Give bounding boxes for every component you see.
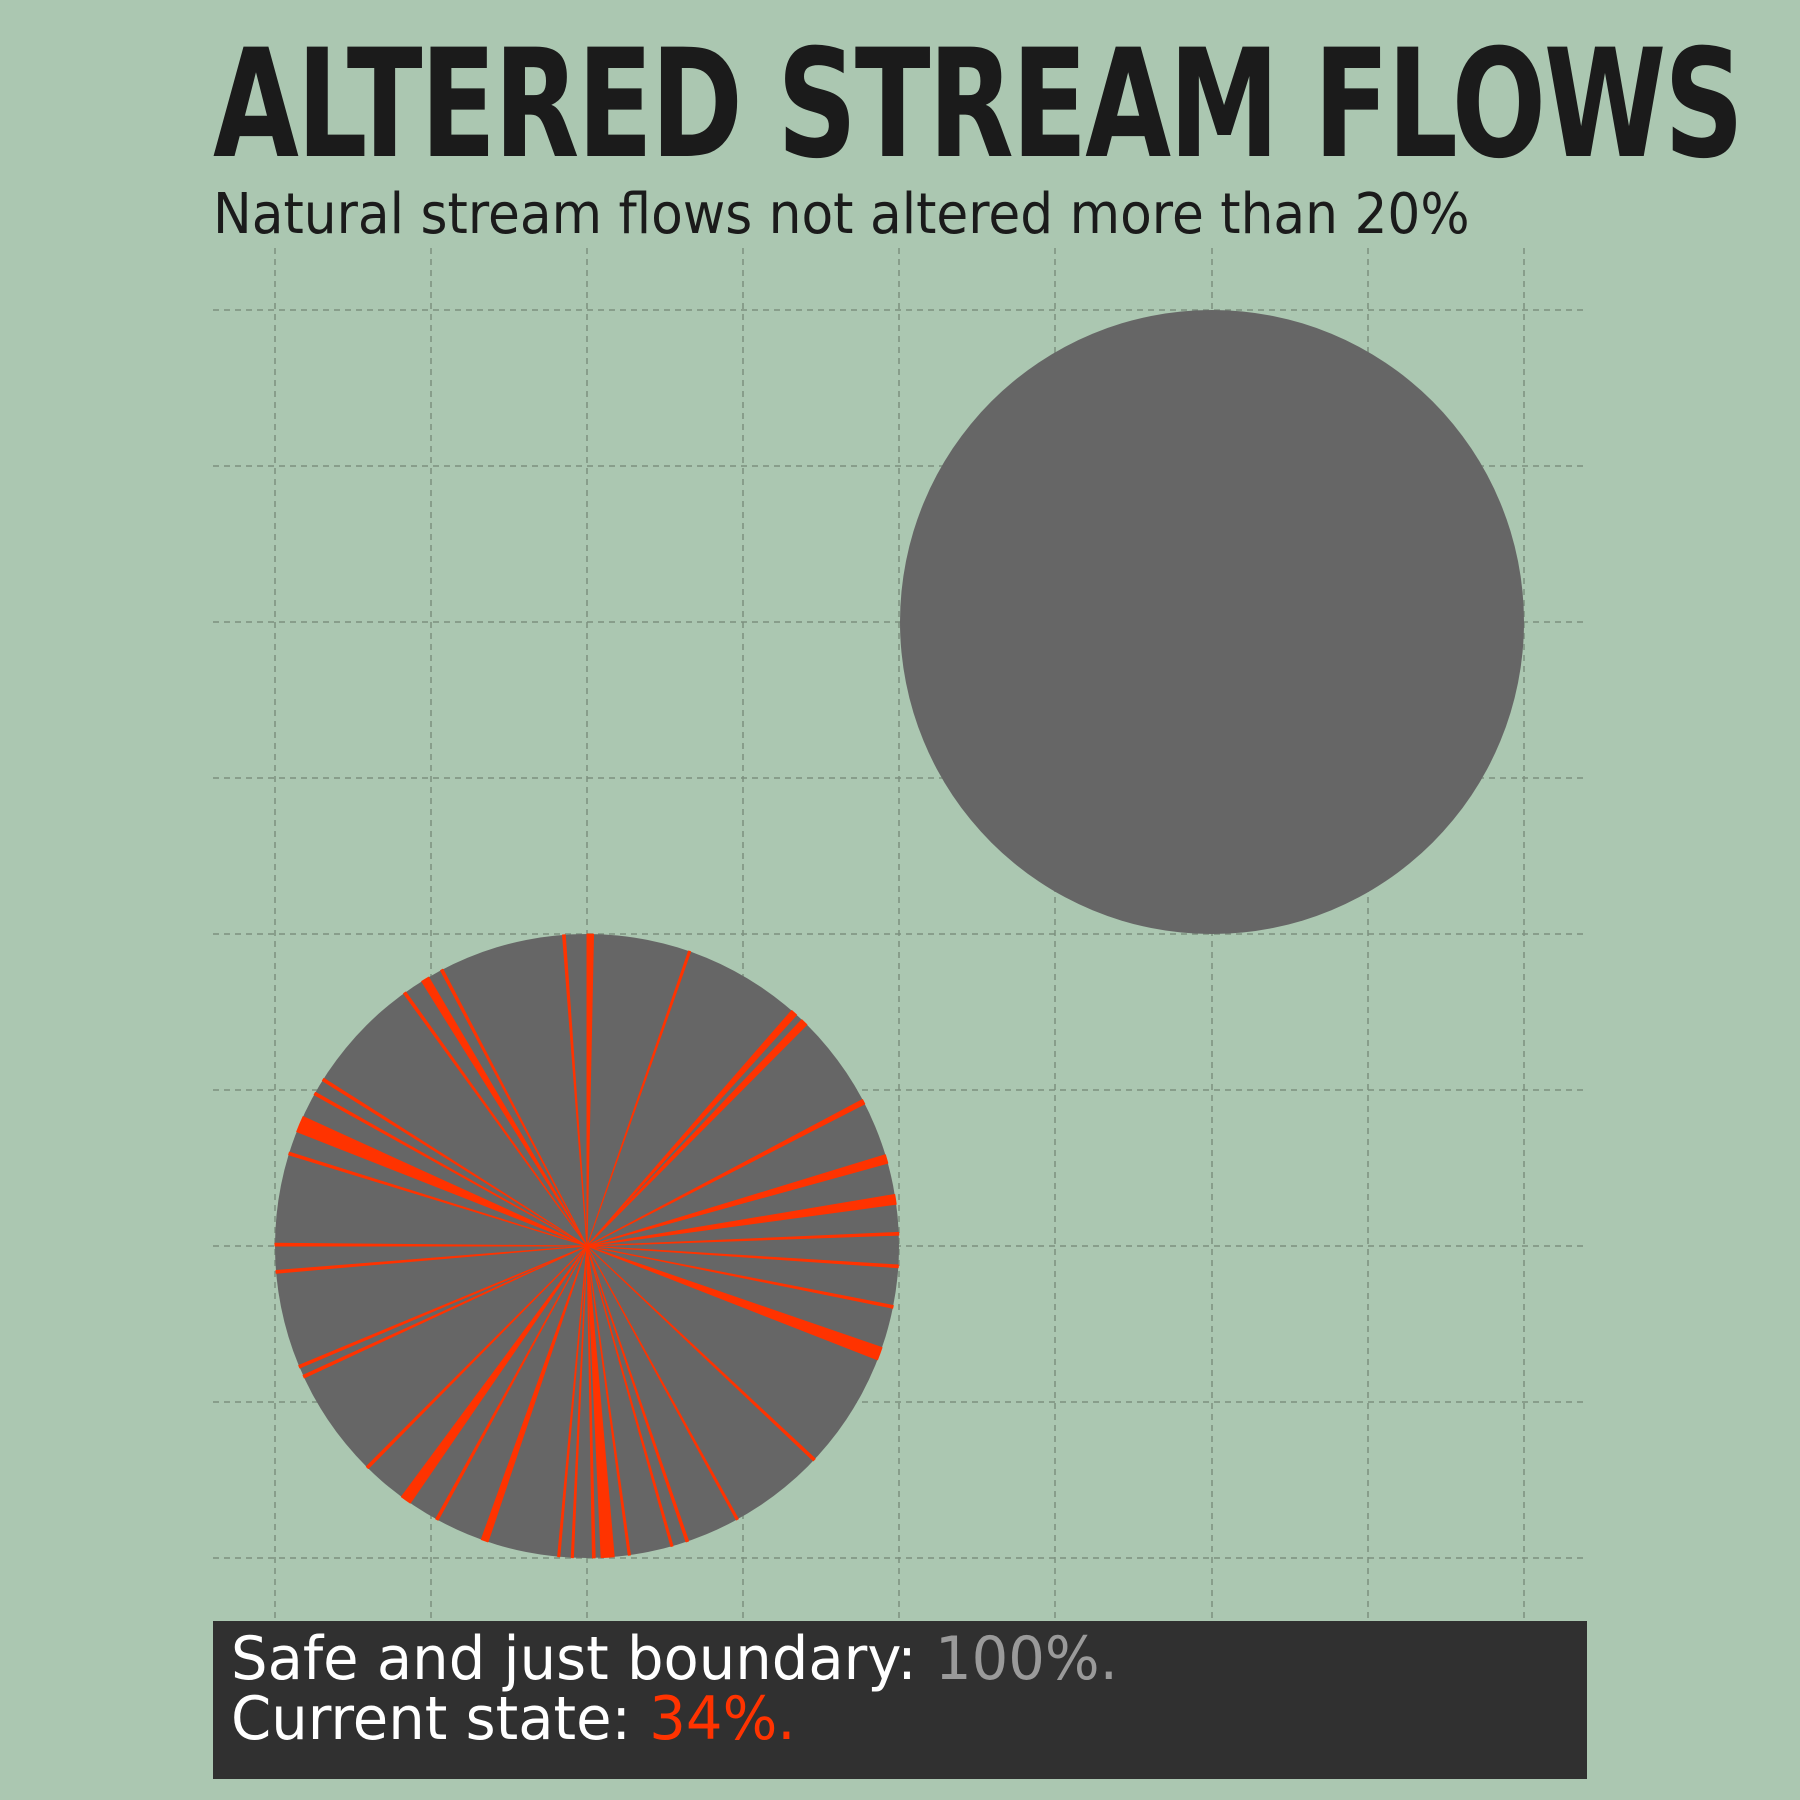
- boundary-circle: [900, 310, 1524, 934]
- altered-wedge-33: [421, 976, 588, 1247]
- altered-wedge-4: [586, 1099, 866, 1247]
- altered-wedge-24: [302, 1245, 588, 1379]
- altered-wedge-31: [321, 1077, 588, 1247]
- altered-wedge-32: [403, 991, 588, 1247]
- altered-wedge-6: [586, 1194, 897, 1247]
- altered-wedge-5: [586, 1154, 889, 1247]
- altered-wedge-27: [274, 1242, 588, 1247]
- altered-wedge-22: [400, 1245, 588, 1504]
- current-value: 34%.: [649, 1684, 796, 1754]
- altered-wedge-11: [586, 1245, 816, 1462]
- altered-wedge-12: [586, 1245, 739, 1521]
- altered-wedge-34: [440, 968, 588, 1247]
- current-state-pie: [274, 933, 900, 1559]
- current-line: Current state: 34%.: [231, 1689, 1533, 1749]
- altered-wedge-28: [288, 1151, 588, 1247]
- altered-wedge-29: [296, 1116, 588, 1247]
- altered-wedge-3: [586, 1019, 808, 1247]
- altered-wedge-35: [562, 934, 588, 1247]
- altered-wedge-25: [298, 1245, 588, 1369]
- current-label: Current state:: [231, 1684, 650, 1754]
- altered-wedge-14: [586, 1245, 674, 1548]
- boundary-value: 100%.: [934, 1624, 1118, 1694]
- altered-wedge-21: [435, 1245, 588, 1521]
- altered-wedge-17: [586, 1245, 596, 1559]
- altered-wedge-16: [586, 1245, 615, 1559]
- altered-wedge-0: [586, 933, 595, 1247]
- altered-wedge-15: [586, 1245, 631, 1556]
- altered-wedge-10: [586, 1245, 883, 1361]
- altered-wedge-20: [480, 1245, 588, 1543]
- boundary-label: Safe and just boundary:: [231, 1624, 935, 1694]
- altered-wedge-2: [586, 1010, 798, 1247]
- altered-wedge-30: [313, 1091, 588, 1247]
- altered-wedges: [274, 933, 900, 1559]
- altered-wedge-23: [365, 1245, 588, 1470]
- altered-wedge-26: [275, 1245, 588, 1274]
- altered-wedge-18: [570, 1245, 588, 1559]
- altered-wedge-19: [557, 1245, 588, 1558]
- summary-panel: Safe and just boundary: 100%. Current st…: [213, 1621, 1587, 1779]
- altered-wedge-1: [586, 950, 692, 1247]
- chart-subtitle: Natural stream flows not altered more th…: [213, 182, 1470, 247]
- altered-wedge-9: [586, 1245, 894, 1309]
- boundary-line: Safe and just boundary: 100%.: [231, 1629, 1533, 1689]
- altered-wedge-13: [586, 1245, 690, 1543]
- altered-wedge-8: [586, 1245, 899, 1269]
- altered-wedge-7: [586, 1231, 900, 1247]
